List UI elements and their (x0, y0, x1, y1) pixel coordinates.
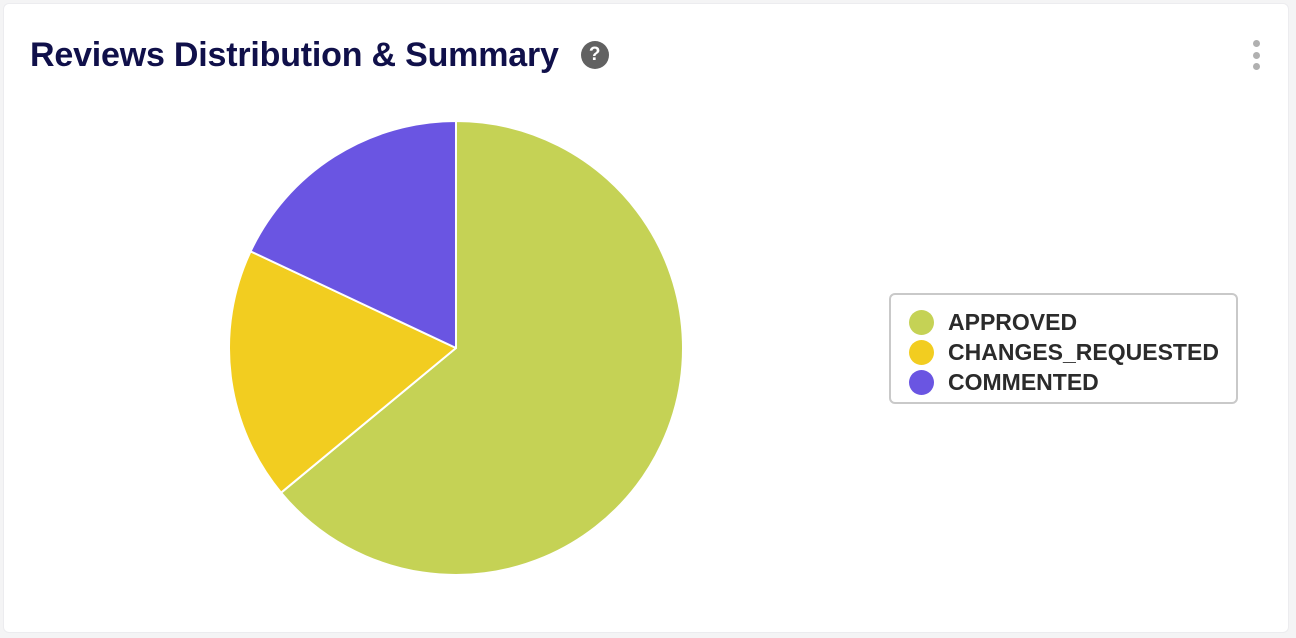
legend-item-changes-requested[interactable]: CHANGES_REQUESTED (909, 337, 1236, 367)
chart-legend: APPROVED CHANGES_REQUESTED COMMENTED (889, 293, 1238, 404)
legend-swatch (909, 309, 934, 335)
legend-swatch (909, 369, 934, 395)
legend-label: CHANGES_REQUESTED (948, 338, 1219, 365)
pie-slice-changes-requested[interactable] (228, 250, 457, 494)
kebab-dot (1252, 51, 1260, 59)
help-icon[interactable]: ? (580, 41, 609, 69)
pie-chart (228, 120, 684, 576)
legend-swatch (909, 339, 934, 365)
legend-label: APPROVED (948, 308, 1078, 335)
kebab-dot (1252, 40, 1260, 47)
chart-card: Reviews Distribution & Summary ? APPROVE… (3, 3, 1289, 633)
kebab-menu-icon[interactable] (1244, 38, 1268, 72)
legend-label: COMMENTED (948, 368, 1099, 395)
pie-slice-approved[interactable] (280, 120, 684, 576)
card-title: Reviews Distribution & Summary (30, 35, 559, 74)
legend-item-approved[interactable]: APPROVED (909, 307, 1236, 337)
card-header: Reviews Distribution & Summary ? (30, 32, 609, 78)
legend-item-commented[interactable]: COMMENTED (909, 367, 1236, 397)
pie-slice-commented[interactable] (249, 120, 457, 349)
kebab-dot (1252, 63, 1260, 70)
